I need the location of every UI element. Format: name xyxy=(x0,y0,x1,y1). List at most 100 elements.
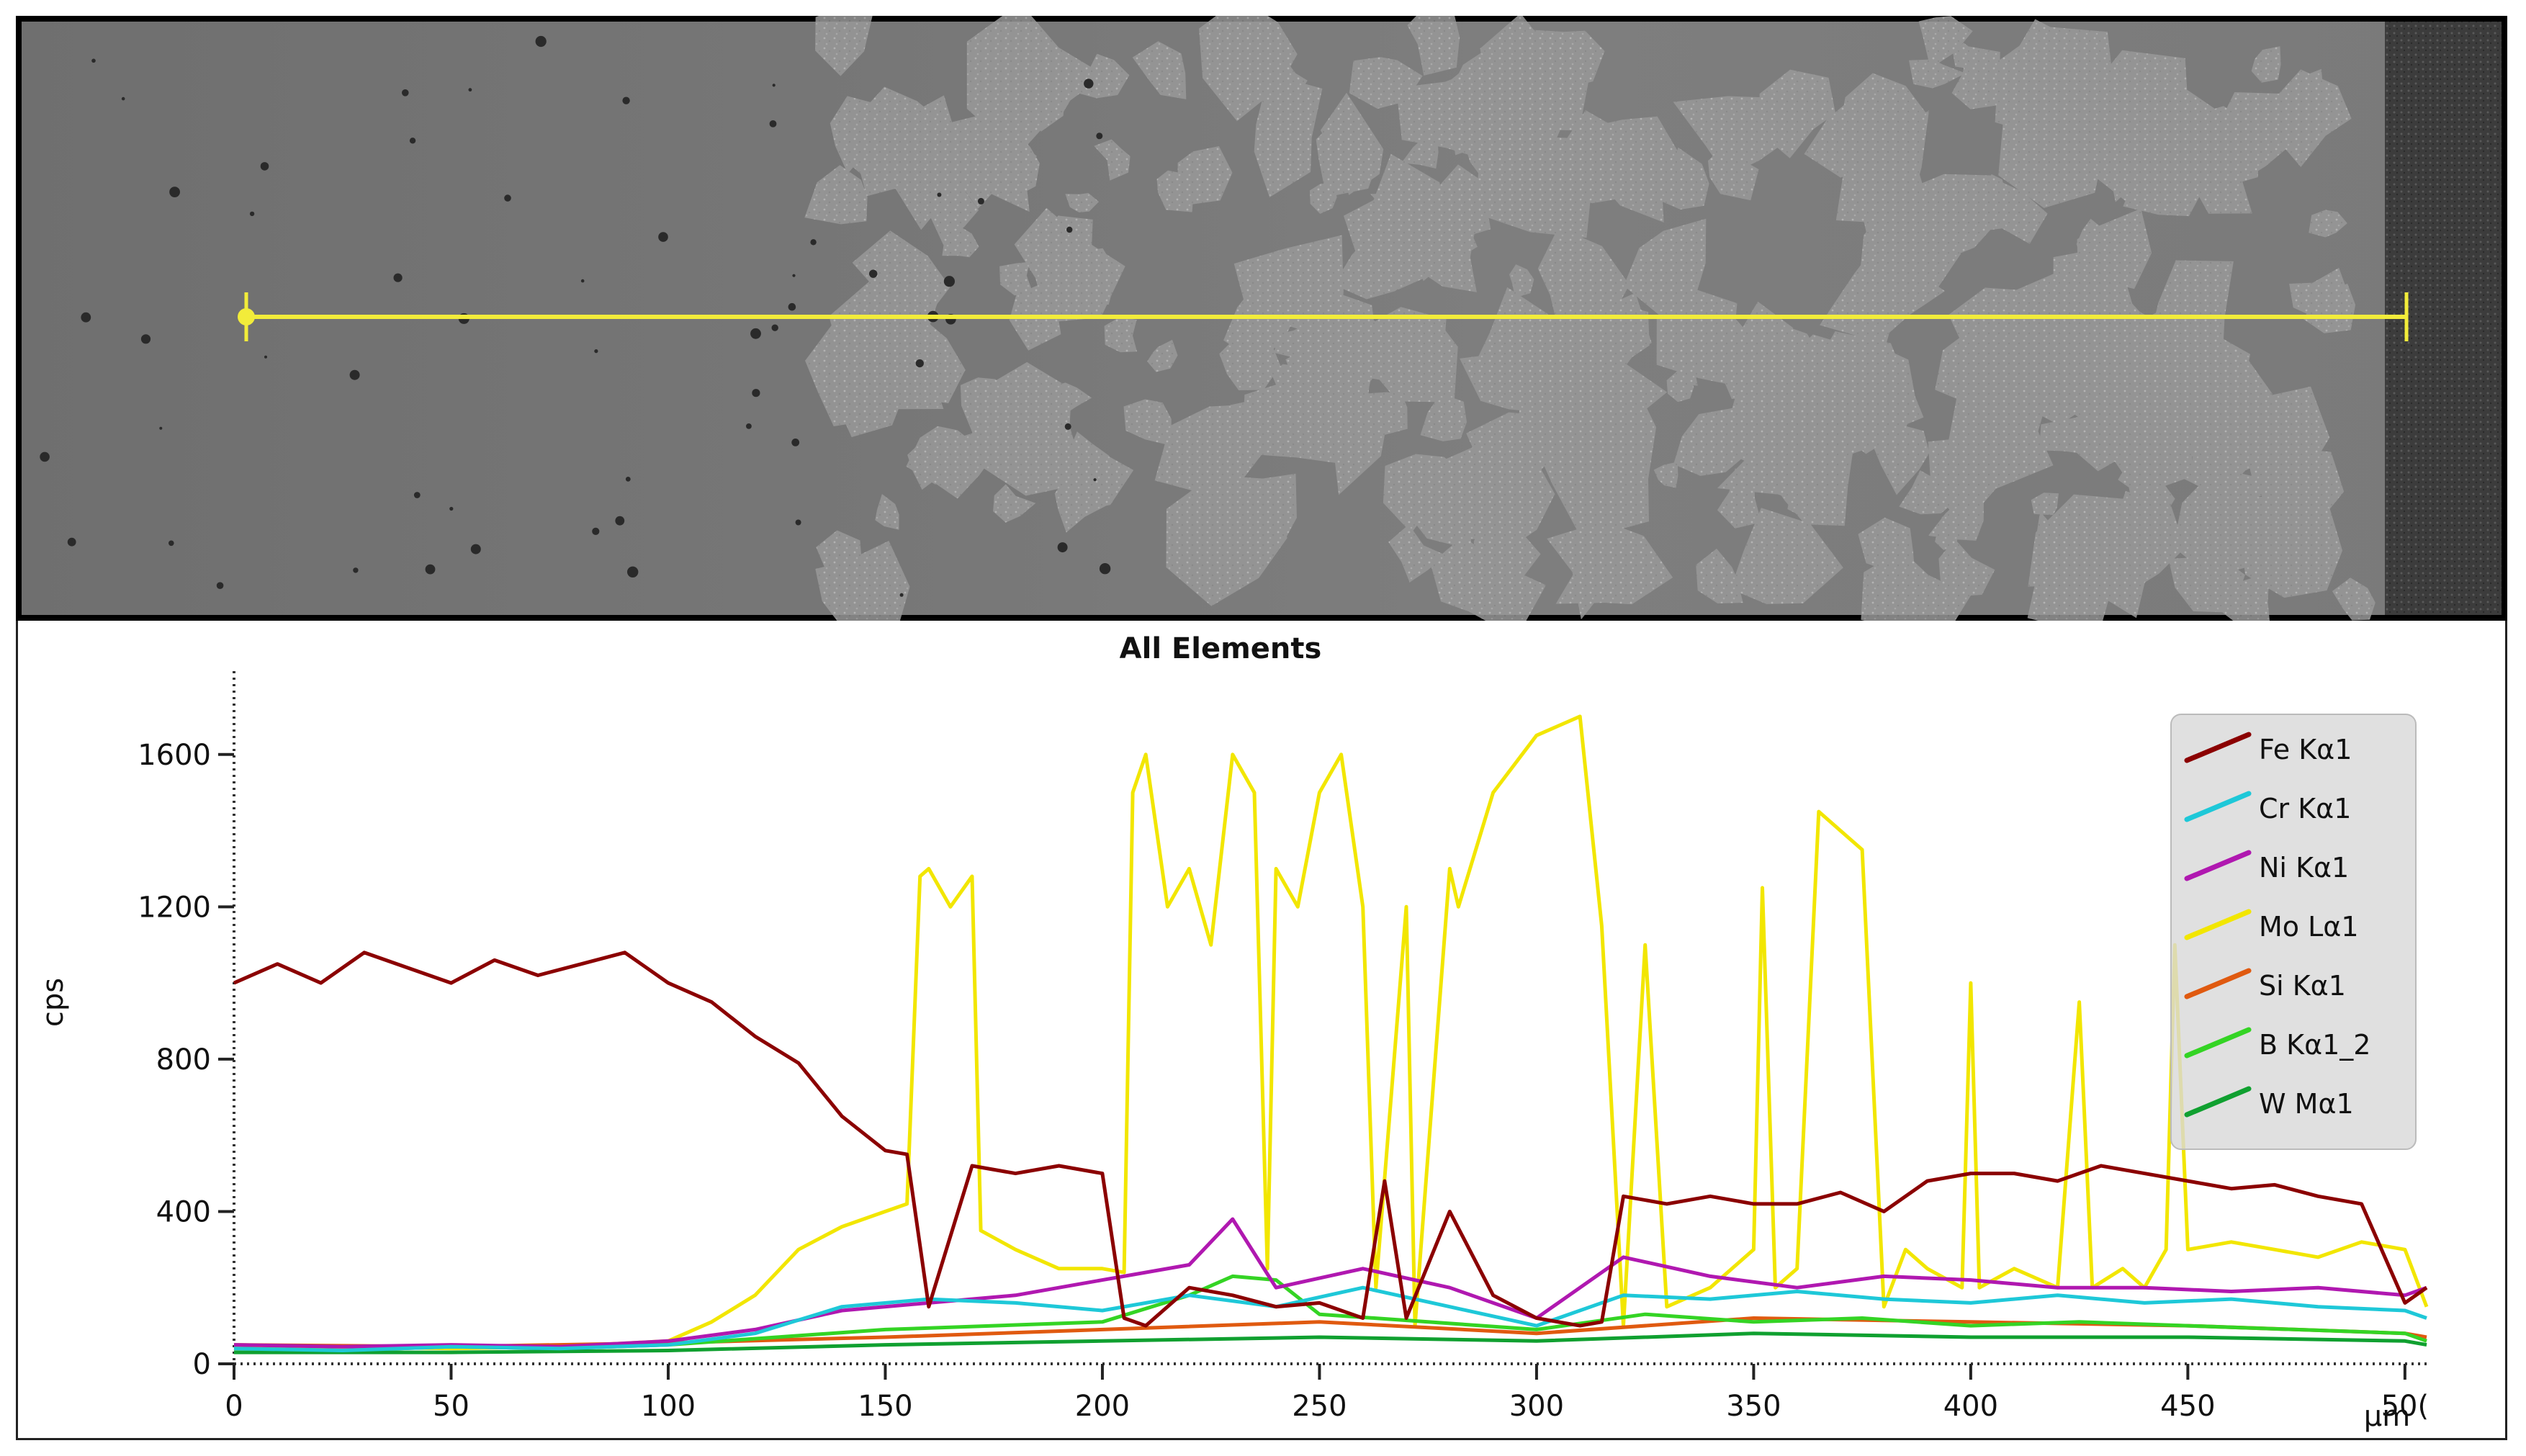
pore xyxy=(592,527,600,536)
dendrite-patch xyxy=(1370,187,1476,282)
legend-swatch xyxy=(2184,791,2252,822)
legend-entry: Mo Lα1 xyxy=(2259,911,2359,943)
dendrite-patch xyxy=(960,377,1011,435)
legend-entry: Ni Kα1 xyxy=(2259,852,2349,884)
pore xyxy=(594,349,598,354)
pore xyxy=(1096,132,1103,140)
legend-swatch xyxy=(2184,968,2252,999)
pore xyxy=(1084,78,1094,89)
dendrite-patch xyxy=(1269,59,1308,103)
pore xyxy=(615,516,625,526)
dendrite-patch xyxy=(2309,210,2347,238)
pore xyxy=(67,537,76,547)
pore xyxy=(750,328,761,339)
series-line-1 xyxy=(233,951,2428,1328)
dendrite-patch xyxy=(1953,42,1978,68)
dendrite-patch xyxy=(1743,324,1821,381)
dendrite-patch xyxy=(2077,240,2114,269)
dendrite-patch xyxy=(1014,207,1125,323)
dendrite-patch xyxy=(1223,283,1294,361)
dendrite-patch xyxy=(2030,530,2080,583)
y-tick-label: 800 xyxy=(156,1043,211,1077)
pore xyxy=(470,544,481,554)
x-tick-label: 50( xyxy=(2381,1390,2430,1423)
dendrite-patch xyxy=(1780,367,1856,441)
dendrite-patch xyxy=(2176,439,2201,462)
dendrite-patch xyxy=(925,426,993,499)
pore xyxy=(449,506,454,511)
dendrite-patch xyxy=(1094,139,1131,181)
pore xyxy=(899,593,904,597)
dendrite-patch xyxy=(1447,52,1546,128)
pores xyxy=(40,35,1111,597)
dendrite-patch xyxy=(1976,405,2032,482)
legend-entry: W Mα1 xyxy=(2259,1088,2354,1120)
dendrite-patch xyxy=(2251,46,2281,83)
pore xyxy=(264,355,267,359)
pore xyxy=(869,269,878,278)
dendrite-patch xyxy=(1858,517,1916,580)
pore xyxy=(658,232,668,242)
pore xyxy=(393,273,403,282)
dendrite-patch xyxy=(1394,455,1474,549)
dendrite-patch xyxy=(1154,404,1266,495)
series-layer xyxy=(233,714,2429,1354)
dendrite-patch xyxy=(1444,110,1477,156)
dendrite-patch xyxy=(1998,76,2105,208)
pore xyxy=(810,239,817,246)
pore xyxy=(792,274,796,277)
legend-swatch xyxy=(2184,909,2252,940)
dendrite-patch xyxy=(1951,46,2000,109)
dendrite-patch xyxy=(1333,228,1429,300)
pore xyxy=(413,492,421,498)
dendrite-patch xyxy=(1104,317,1137,353)
pore xyxy=(1057,542,1068,553)
dendrite-patch xyxy=(1753,520,1783,552)
micrograph-image xyxy=(22,16,2502,621)
dendrite-patch xyxy=(2072,552,2113,585)
dendrite-patch xyxy=(881,95,956,176)
dendrite-patch xyxy=(1430,535,1546,621)
dendrite-patch xyxy=(1804,99,1879,178)
pore xyxy=(159,426,163,430)
axes: 0 400 800 1200 1600 0 50 100 150 200 250 300 350 400 4… xyxy=(138,671,2429,1423)
dendrite-patch xyxy=(815,16,873,76)
legend-swatch xyxy=(2184,850,2252,881)
dendrite-patch xyxy=(1526,393,1649,540)
dendrite-patch xyxy=(1054,474,1113,533)
x-tick-label: 450 xyxy=(2160,1390,2215,1423)
dendrite-patch xyxy=(1717,468,1761,529)
legend-entry: Cr Kα1 xyxy=(2259,793,2351,824)
y-axis-label: cps xyxy=(37,978,70,1027)
y-tick-label: 0 xyxy=(193,1348,211,1381)
dendrite-patch xyxy=(1254,73,1323,197)
dendrite-patch xyxy=(1899,470,1964,515)
dendrite-patch xyxy=(1388,524,1446,583)
dendrite-patch xyxy=(1132,41,1187,99)
dendrite-patch xyxy=(2193,572,2270,621)
chart-svg: All Elements cps µm 0 400 800 1200 1600 0 50 10… xyxy=(37,632,2429,1433)
pore xyxy=(140,334,151,344)
dendrite-patch xyxy=(2105,534,2136,562)
y-tick-label: 1200 xyxy=(138,891,211,924)
pore xyxy=(937,192,942,197)
dendrite-patch xyxy=(1147,339,1178,372)
pore xyxy=(169,187,181,197)
dendrite-patch xyxy=(1388,317,1447,370)
chart-title: All Elements xyxy=(1120,632,1322,665)
pore xyxy=(468,88,472,92)
dendrite-patch xyxy=(1938,539,1995,597)
x-tick-label: 400 xyxy=(1943,1390,1998,1423)
x-tick-label: 100 xyxy=(641,1390,696,1423)
pore xyxy=(622,96,630,104)
dendrite-patch xyxy=(989,22,1083,124)
legend-entry: Si Kα1 xyxy=(2259,970,2346,1002)
dendrite-patch xyxy=(804,165,868,225)
pore xyxy=(349,369,360,380)
pore xyxy=(91,58,96,63)
dendrite-patch xyxy=(1653,462,1678,488)
x-tick-label: 0 xyxy=(225,1390,243,1423)
dendrite-patch xyxy=(1241,375,1343,463)
series-line-7 xyxy=(234,1331,2427,1354)
linescan-chart-panel: All Elements cps µm 0 400 800 1200 1600 0 50 10… xyxy=(16,621,2507,1440)
